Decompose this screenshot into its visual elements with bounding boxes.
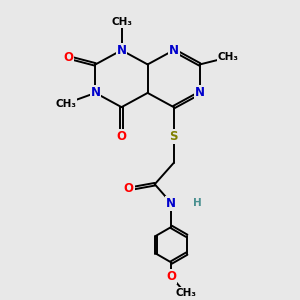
Text: O: O xyxy=(166,270,176,283)
Text: H: H xyxy=(193,198,202,208)
Text: N: N xyxy=(195,86,205,99)
Text: O: O xyxy=(63,51,73,64)
Text: CH₃: CH₃ xyxy=(175,288,196,298)
Text: N: N xyxy=(169,44,179,57)
Text: CH₃: CH₃ xyxy=(55,99,76,109)
Text: CH₃: CH₃ xyxy=(111,17,132,27)
Text: O: O xyxy=(116,130,127,143)
Text: N: N xyxy=(90,86,100,99)
Text: N: N xyxy=(166,197,176,210)
Text: N: N xyxy=(116,44,127,57)
Text: CH₃: CH₃ xyxy=(218,52,239,62)
Text: S: S xyxy=(169,130,178,143)
Text: O: O xyxy=(124,182,134,196)
